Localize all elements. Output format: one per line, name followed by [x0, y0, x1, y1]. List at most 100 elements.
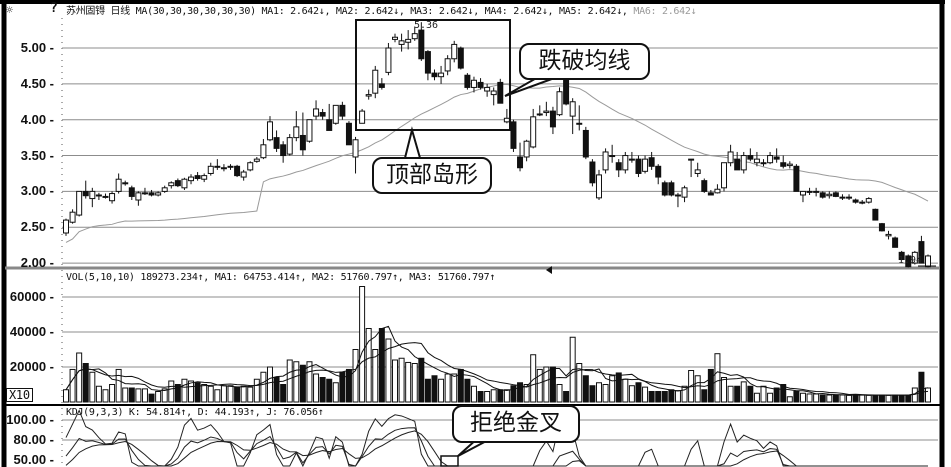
candle-body — [89, 190, 96, 200]
candle-body — [609, 155, 616, 158]
candle — [569, 98, 576, 135]
candle-body — [286, 137, 293, 155]
candle — [911, 250, 918, 265]
volume-bar — [773, 387, 780, 403]
y-tick-label: 3.00 - — [20, 183, 54, 199]
candle-body — [122, 182, 129, 185]
candle-body — [266, 121, 273, 141]
candle — [589, 159, 596, 187]
candle-body — [661, 182, 668, 196]
volume-bar — [181, 378, 188, 403]
candle — [707, 189, 714, 196]
candle-body — [424, 51, 431, 74]
volume-bar — [615, 372, 622, 403]
volume-bar — [286, 359, 293, 403]
volume-bar — [563, 391, 570, 403]
volume-bar — [635, 382, 642, 403]
candle-body — [273, 137, 280, 149]
volume-bar — [207, 385, 214, 403]
candle-body — [905, 255, 912, 268]
volume-bar — [161, 388, 168, 403]
candle — [872, 208, 879, 221]
volume-bar — [188, 380, 195, 403]
break-ma-callout: 跌破均线 — [519, 43, 650, 80]
volume-bar — [582, 375, 589, 403]
candle — [622, 151, 629, 174]
settings-icon[interactable]: ☼ — [6, 3, 13, 17]
volume-bar — [655, 391, 662, 403]
low-marker: 1.94 — [898, 255, 923, 266]
candle-body — [260, 144, 267, 159]
candle-body — [174, 180, 181, 187]
volume-bar — [832, 394, 839, 403]
candle — [602, 148, 609, 174]
candle — [740, 151, 747, 174]
candle — [378, 78, 385, 90]
y-tick-label: 20000 - — [9, 359, 54, 374]
volume-bar — [760, 385, 767, 403]
volume-bar — [141, 388, 148, 403]
candle-body — [819, 192, 826, 198]
candle — [681, 185, 688, 203]
kdj-J-line — [65, 409, 928, 467]
candle — [155, 191, 162, 197]
candle-body — [628, 158, 635, 161]
candle — [227, 164, 234, 170]
ma-values: MA1: 2.642↓, MA2: 2.642↓, MA3: 2.642↓, M… — [261, 6, 628, 17]
candle — [234, 164, 241, 178]
candle-body — [694, 169, 701, 174]
candle-body — [497, 81, 504, 104]
candle — [497, 78, 504, 104]
candle — [846, 194, 853, 201]
volume-bar — [721, 377, 728, 403]
help-icon[interactable]: ? — [50, 1, 58, 16]
candle — [345, 121, 352, 146]
volume-bar — [115, 368, 122, 403]
candle — [299, 112, 306, 156]
candle-body — [299, 134, 306, 151]
candle — [628, 151, 635, 163]
candle — [102, 193, 109, 199]
candle — [661, 180, 668, 197]
candle — [188, 174, 195, 185]
volume-bar — [793, 391, 800, 403]
candle — [63, 218, 69, 236]
volume-bar — [523, 384, 530, 403]
candle-body — [530, 116, 537, 148]
candle-body — [339, 104, 346, 117]
candle-body — [681, 187, 688, 198]
candle — [859, 200, 866, 205]
candle-body — [326, 119, 333, 131]
volume-bar — [280, 384, 287, 403]
volume-bar — [701, 389, 708, 403]
candle — [477, 78, 484, 90]
candle-body — [859, 201, 866, 204]
candle — [734, 151, 741, 171]
candle-body — [247, 162, 254, 171]
candle — [168, 181, 175, 189]
top-island-box — [355, 19, 511, 131]
volume-bar — [477, 391, 484, 403]
candle-body — [148, 192, 155, 196]
candle — [161, 185, 168, 193]
candle-body — [378, 83, 385, 88]
candle-body — [95, 194, 102, 197]
candle — [372, 65, 379, 99]
candle-body — [392, 36, 399, 40]
candle-body — [115, 178, 122, 192]
candle — [925, 254, 931, 268]
candle — [411, 26, 418, 41]
candle-body — [898, 251, 905, 261]
ma6-value: MA6: 2.642↓ — [633, 6, 697, 17]
volume-bar — [194, 382, 201, 403]
candle-body — [135, 192, 142, 201]
volume-bar — [359, 286, 366, 403]
y-tick-label: 4.00 - — [20, 111, 54, 127]
volume-bar — [326, 378, 333, 403]
candle — [813, 187, 820, 197]
candle-body — [345, 122, 352, 146]
candle — [194, 172, 201, 181]
candle — [247, 161, 254, 172]
candle-body — [615, 162, 622, 171]
